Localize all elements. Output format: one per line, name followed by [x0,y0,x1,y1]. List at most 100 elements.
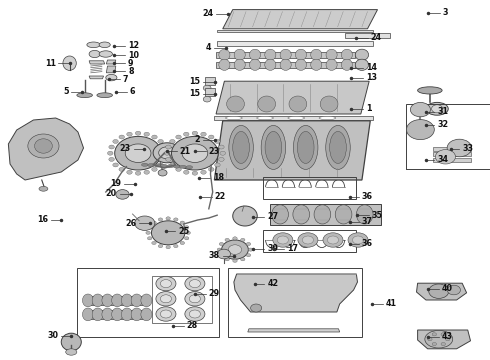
Ellipse shape [219,145,224,149]
Bar [228,268,362,337]
Polygon shape [216,81,369,114]
Bar [263,177,356,199]
Text: 9: 9 [128,59,134,68]
Ellipse shape [158,170,167,176]
Text: 35: 35 [371,211,382,220]
Ellipse shape [176,135,181,139]
Ellipse shape [189,280,200,288]
Ellipse shape [176,167,181,171]
Ellipse shape [152,242,156,244]
Ellipse shape [167,165,173,168]
Polygon shape [345,33,390,37]
Polygon shape [234,274,358,312]
Ellipse shape [106,75,117,81]
Ellipse shape [217,248,221,251]
Ellipse shape [257,116,273,120]
Ellipse shape [233,206,257,226]
Ellipse shape [326,125,350,170]
Ellipse shape [189,310,200,318]
Text: 27: 27 [267,212,278,221]
Text: 15: 15 [190,90,200,99]
Ellipse shape [326,49,337,60]
Ellipse shape [113,139,119,143]
Ellipse shape [192,171,197,175]
Ellipse shape [407,120,434,140]
Ellipse shape [135,171,141,175]
Ellipse shape [335,205,352,224]
Ellipse shape [203,85,211,91]
Ellipse shape [201,132,206,136]
Ellipse shape [184,226,189,229]
Ellipse shape [429,284,449,298]
Ellipse shape [142,163,148,166]
Bar [77,268,219,337]
Ellipse shape [173,244,178,248]
Ellipse shape [272,205,289,224]
Ellipse shape [189,295,200,303]
Ellipse shape [127,170,132,174]
Ellipse shape [225,258,229,261]
Ellipse shape [180,221,185,224]
Ellipse shape [158,244,163,248]
Text: 17: 17 [287,244,298,253]
Ellipse shape [355,59,368,71]
Bar [85,310,149,319]
Text: 23: 23 [120,144,131,153]
Text: 41: 41 [386,300,397,309]
Text: 28: 28 [187,321,198,330]
Ellipse shape [289,96,307,112]
Ellipse shape [99,51,113,57]
Ellipse shape [154,164,161,167]
Ellipse shape [160,310,172,318]
Polygon shape [417,330,470,349]
Text: 21: 21 [180,147,191,156]
Ellipse shape [352,236,364,244]
Ellipse shape [249,59,261,71]
Ellipse shape [241,238,245,242]
Ellipse shape [319,116,336,120]
Ellipse shape [417,87,442,94]
Ellipse shape [141,308,152,321]
Text: 40: 40 [441,284,453,293]
Ellipse shape [107,151,113,155]
Text: 5: 5 [63,87,69,96]
Ellipse shape [141,294,152,307]
Text: 10: 10 [128,51,139,60]
Text: 19: 19 [110,180,121,189]
Ellipse shape [127,132,132,136]
Ellipse shape [219,253,224,257]
Ellipse shape [186,231,191,234]
Ellipse shape [217,249,230,259]
Bar [205,77,215,85]
Ellipse shape [156,292,176,306]
Ellipse shape [102,294,113,307]
Ellipse shape [356,205,373,224]
Ellipse shape [135,131,141,135]
Bar [263,230,356,252]
Ellipse shape [219,242,224,246]
Ellipse shape [250,304,262,312]
Text: 15: 15 [190,77,200,86]
Ellipse shape [180,242,185,244]
Ellipse shape [234,49,245,60]
Polygon shape [89,76,103,79]
Bar [216,62,355,68]
Ellipse shape [428,338,432,341]
Ellipse shape [146,231,150,234]
Ellipse shape [219,49,230,60]
Ellipse shape [28,134,59,158]
Ellipse shape [441,342,445,346]
Text: 12: 12 [128,41,139,50]
Ellipse shape [233,237,237,240]
Ellipse shape [311,59,322,71]
Text: 42: 42 [267,279,278,288]
Text: 39: 39 [267,244,278,253]
Ellipse shape [160,280,172,288]
Bar [407,104,490,169]
Ellipse shape [160,295,172,303]
Text: 33: 33 [462,144,473,153]
Text: 30: 30 [48,332,58,341]
Ellipse shape [225,116,242,120]
Ellipse shape [326,59,337,71]
Ellipse shape [144,132,149,136]
